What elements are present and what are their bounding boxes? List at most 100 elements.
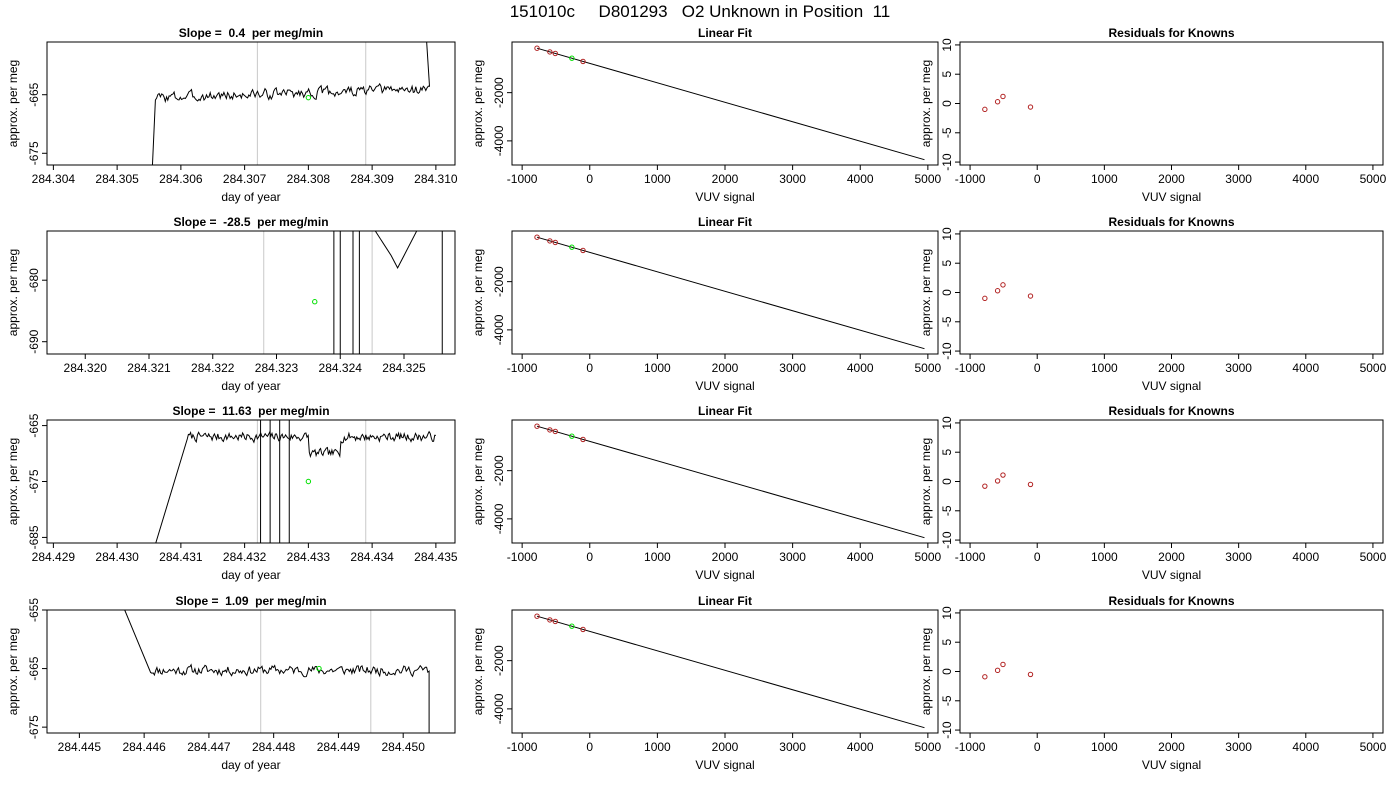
panel-title: Residuals for Knowns (1108, 26, 1234, 40)
x-tick-label: -1000 (955, 740, 986, 754)
known-point (982, 674, 988, 680)
y-axis-label: approx. per meg (919, 249, 933, 336)
x-tick-label: 0 (586, 550, 593, 564)
x-tick-label: 2000 (712, 550, 739, 564)
x-tick-label: 4000 (1292, 172, 1319, 186)
known-point (580, 247, 586, 254)
x-tick-label: 284.304 (32, 172, 76, 186)
x-tick-label: 3000 (1225, 361, 1252, 375)
panel-row1-fit: Linear Fit -1000 0 1000 2000 3000 4000 5000 -200… (471, 26, 942, 204)
y-tick-label: -2000 (492, 455, 506, 486)
x-tick-label: 5000 (1360, 361, 1387, 375)
panel-row4-residuals: Residuals for Knowns -1000 0 1000 2000 3000 40… (919, 594, 1387, 772)
series-segment (374, 231, 418, 269)
x-tick-label: 284.447 (187, 740, 231, 754)
x-tick-label: 0 (1034, 550, 1041, 564)
main-title: 151010c D801293 O2 Unknown in Position 1… (509, 2, 891, 21)
known-point (1027, 104, 1034, 110)
x-tick-label: 284.325 (382, 361, 426, 375)
panel-title: Slope = -28.5 per meg/min (173, 215, 328, 229)
known-point (1027, 481, 1034, 488)
x-tick-label: 284.430 (95, 550, 139, 564)
x-tick-label: 1000 (644, 361, 671, 375)
known-point (552, 428, 558, 435)
unknown-point (569, 623, 575, 629)
plot-frame (959, 230, 1384, 355)
y-tick-label: -685 (27, 525, 41, 549)
y-tick-label: -675 (27, 715, 41, 739)
x-tick-label: -1000 (955, 172, 986, 186)
plot-frame (959, 41, 1384, 166)
x-axis-label: day of year (221, 568, 280, 582)
x-tick-label: 2000 (712, 740, 739, 754)
known-point (547, 617, 553, 623)
x-tick-label: -1000 (507, 172, 538, 186)
y-tick-label: 10 (940, 606, 954, 620)
plot-area (982, 282, 1034, 302)
panel-title: Slope = 11.63 per meg/min (172, 404, 329, 418)
panel-row1-timeseries: Slope = 0.4 per meg/min 284.304 284.305 284… (6, 26, 458, 204)
x-tick-label: 5000 (1360, 172, 1387, 186)
x-tick-label: 5000 (1360, 740, 1387, 754)
y-tick-label: 10 (940, 416, 954, 430)
x-tick-label: 3000 (779, 550, 806, 564)
x-tick-label: 4000 (1292, 740, 1319, 754)
x-tick-label: 4000 (847, 361, 874, 375)
x-tick-label: 0 (1034, 172, 1041, 186)
series-line (124, 610, 430, 733)
x-tick-label: 284.446 (122, 740, 166, 754)
x-tick-label: 4000 (847, 740, 874, 754)
x-tick-label: -1000 (507, 361, 538, 375)
x-tick-label: 5000 (915, 172, 942, 186)
y-tick-label: -665 (27, 82, 41, 106)
y-tick-label: -4000 (492, 693, 506, 724)
known-point (534, 45, 540, 51)
x-tick-label: 0 (586, 172, 593, 186)
x-axis-label: VUV signal (1142, 190, 1201, 204)
x-tick-label: 284.305 (95, 172, 139, 186)
x-tick-label: 3000 (1225, 550, 1252, 564)
known-point (982, 483, 988, 489)
plot-frame (511, 609, 939, 734)
known-point (580, 626, 586, 633)
panel-title: Residuals for Knowns (1108, 215, 1234, 229)
plot-area (124, 610, 430, 733)
x-tick-label: 1000 (644, 550, 671, 564)
known-point (534, 613, 540, 619)
panel-row1-residuals: Residuals for Knowns -1000 0 1000 2000 3000 40… (919, 26, 1387, 204)
y-axis-label: approx. per meg (471, 628, 485, 715)
y-axis-label: approx. per meg (6, 438, 20, 525)
x-tick-label: 4000 (847, 550, 874, 564)
plot-area (982, 661, 1034, 680)
known-point (552, 239, 558, 246)
panel-row3-timeseries: Slope = 11.63 per meg/min 284.429 284.430 2… (6, 404, 458, 582)
x-tick-label: 0 (1034, 361, 1041, 375)
y-tick-label: 10 (940, 38, 954, 52)
x-tick-label: 2000 (712, 172, 739, 186)
plot-area (151, 42, 431, 165)
x-tick-label: 284.324 (319, 361, 363, 375)
plot-area (155, 420, 436, 543)
known-point (1027, 671, 1034, 678)
panel-row3-fit: Linear Fit -1000 0 1000 2000 3000 4000 5000 -200… (471, 404, 942, 582)
y-tick-label: -655 (27, 598, 41, 622)
known-point (1000, 93, 1006, 100)
panel-row3-residuals: Residuals for Knowns -1000 0 1000 2000 3000 40… (919, 404, 1387, 582)
y-tick-label: -10 (940, 342, 954, 360)
y-tick-label: -5 (940, 316, 954, 327)
x-tick-label: -1000 (507, 550, 538, 564)
y-tick-label: 5 (940, 639, 954, 646)
x-tick-label: 5000 (1360, 550, 1387, 564)
unknown-point (569, 244, 575, 250)
x-axis-label: VUV signal (695, 568, 754, 582)
x-tick-label: 1000 (1091, 361, 1118, 375)
unknown-point (305, 478, 312, 485)
x-tick-label: 0 (1034, 740, 1041, 754)
x-tick-label: 284.429 (32, 550, 76, 564)
known-point (552, 50, 558, 57)
plot-area (263, 231, 443, 354)
x-tick-label: -1000 (955, 361, 986, 375)
x-axis-label: VUV signal (695, 379, 754, 393)
